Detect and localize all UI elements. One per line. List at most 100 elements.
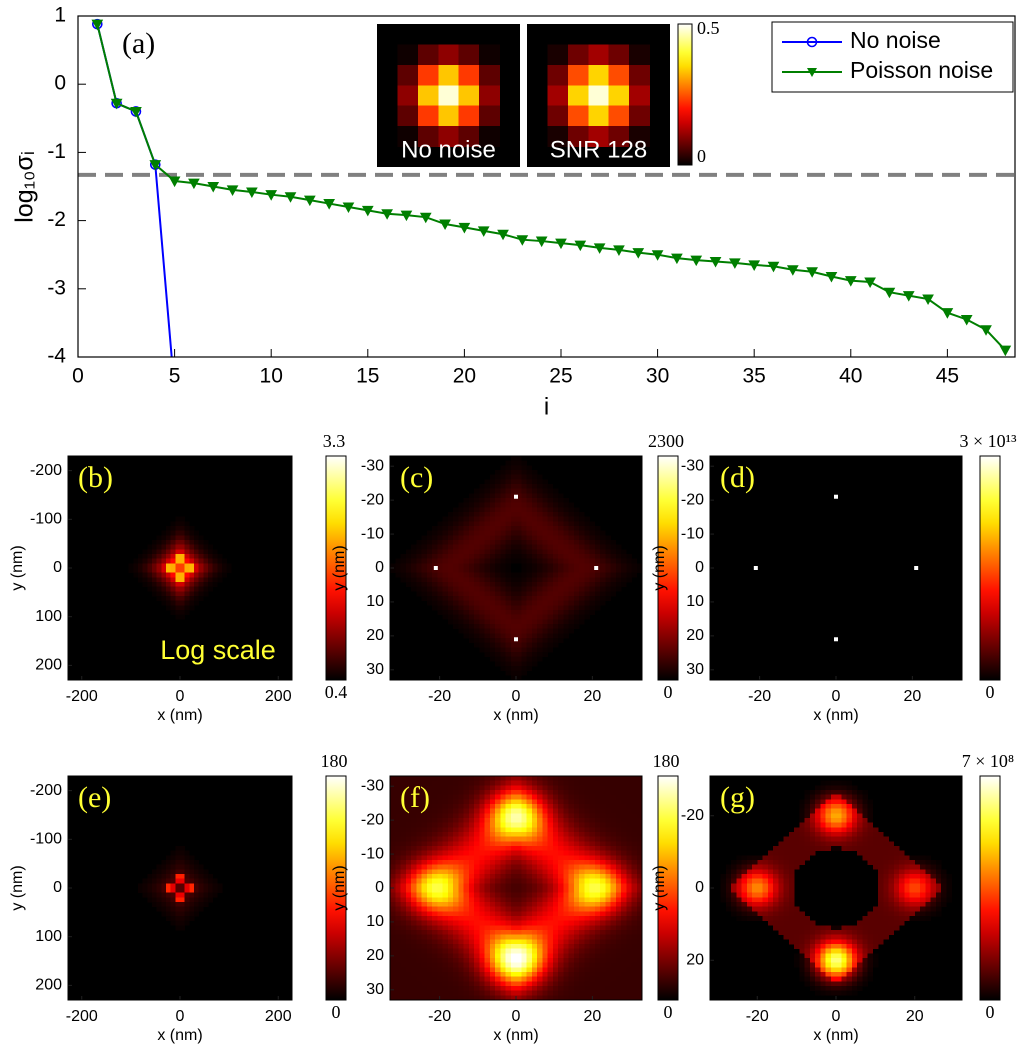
- pixel: [626, 554, 632, 560]
- pixel: [495, 776, 501, 782]
- pixel: [521, 605, 527, 611]
- pixel: [573, 535, 580, 541]
- pixel: [175, 582, 181, 588]
- pixel: [836, 939, 842, 945]
- pixel: [432, 869, 438, 875]
- pixel: [458, 916, 464, 922]
- pixel: [405, 953, 412, 959]
- inset-pixel: [547, 85, 569, 107]
- x-axis-label: i: [544, 393, 549, 420]
- pixel: [794, 934, 800, 940]
- pixel: [558, 897, 564, 903]
- pixel: [563, 850, 569, 856]
- pixel: [495, 591, 501, 597]
- pixel: [198, 572, 204, 578]
- pixel: [432, 934, 438, 940]
- pixel: [405, 827, 412, 833]
- pixel: [605, 808, 611, 814]
- pixel: [463, 521, 470, 527]
- pixel: [836, 836, 842, 842]
- pixel: [893, 860, 900, 866]
- pixel: [537, 864, 543, 870]
- pixel: [510, 841, 517, 847]
- pixel: [500, 666, 506, 672]
- pixel: [621, 986, 627, 992]
- pixel: [621, 572, 627, 578]
- pixel: [899, 850, 905, 856]
- pixel: [505, 850, 512, 856]
- marker: [555, 238, 567, 250]
- pixel: [872, 911, 879, 917]
- pixel: [484, 995, 491, 1001]
- pixel: [542, 624, 548, 630]
- pixel: [421, 582, 428, 588]
- pixel: [563, 888, 569, 894]
- pixel: [458, 794, 464, 800]
- y-tick-label: -200: [30, 782, 62, 799]
- pixel: [579, 822, 585, 828]
- pixel: [395, 944, 401, 950]
- pixel: [552, 934, 559, 940]
- pixel: [411, 967, 417, 973]
- pixel: [516, 776, 522, 782]
- pixel: [500, 521, 506, 527]
- pixel: [600, 990, 606, 996]
- pixel: [416, 850, 422, 856]
- pixel: [547, 846, 554, 852]
- pixel: [757, 869, 763, 875]
- pixel: [442, 544, 449, 550]
- pixel: [736, 892, 742, 898]
- pixel: [589, 860, 596, 866]
- pixel: [453, 813, 459, 819]
- pixel: [400, 986, 407, 992]
- legend-marker: [807, 68, 817, 77]
- pixel: [542, 944, 548, 950]
- pixel: [526, 600, 533, 606]
- pixel: [500, 652, 506, 658]
- pixel: [447, 818, 454, 824]
- pixel: [610, 790, 617, 796]
- pixel: [563, 780, 569, 786]
- pixel: [563, 624, 569, 630]
- pixel: [773, 864, 779, 870]
- pixel: [552, 888, 559, 894]
- legend-label: No noise: [850, 27, 941, 53]
- pixel: [846, 841, 853, 847]
- pixel: [605, 883, 611, 889]
- pixel: [846, 813, 853, 819]
- pixel: [537, 526, 543, 532]
- pixel: [568, 586, 575, 592]
- pixel: [547, 502, 554, 508]
- pixel: [166, 540, 172, 546]
- pixel: [579, 902, 585, 908]
- pixel: [453, 934, 459, 940]
- pixel: [526, 906, 533, 912]
- pixel: [836, 780, 842, 786]
- pixel: [547, 981, 554, 987]
- pixel: [531, 502, 538, 508]
- pixel: [156, 535, 162, 541]
- pixel: [463, 780, 470, 786]
- pixel: [600, 906, 606, 912]
- pixel: [552, 850, 559, 856]
- pixel: [846, 799, 853, 805]
- pixel: [437, 530, 443, 536]
- pixel: [500, 465, 506, 471]
- pixel: [573, 507, 580, 513]
- pixel: [537, 822, 543, 828]
- pixel: [447, 558, 454, 564]
- pixel: [453, 888, 459, 894]
- pixel: [442, 572, 449, 578]
- pixel: [526, 591, 533, 597]
- pixel: [605, 967, 611, 973]
- pixel: [558, 572, 564, 578]
- pixel: [463, 614, 470, 620]
- pixel: [526, 549, 533, 555]
- pixel: [453, 516, 459, 522]
- pixel: [411, 836, 417, 842]
- pixel: [489, 572, 496, 578]
- pixel: [489, 934, 496, 940]
- pixel: [531, 554, 538, 560]
- pixel: [736, 911, 742, 917]
- pixel: [400, 995, 407, 1001]
